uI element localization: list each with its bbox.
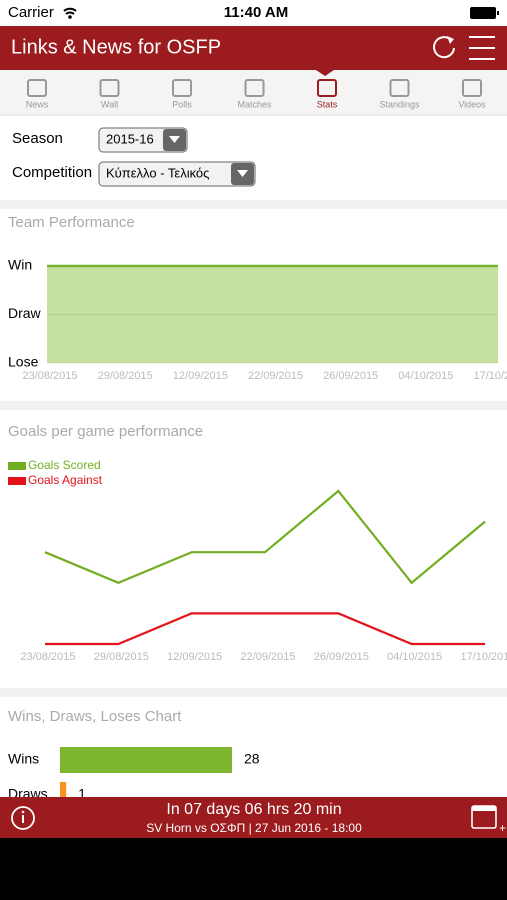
tab-label: Wall bbox=[101, 99, 118, 109]
tab-icon bbox=[244, 79, 265, 97]
x-tick-label: 04/10/2015 bbox=[387, 651, 442, 663]
x-tick-label: 26/09/2015 bbox=[323, 370, 378, 382]
section-separator bbox=[0, 200, 507, 209]
tab[interactable]: Stats bbox=[317, 79, 338, 109]
tab-icon bbox=[462, 79, 482, 97]
select-value: 2015-16 bbox=[106, 131, 154, 146]
y-tick-label: Lose bbox=[8, 354, 39, 370]
tab-icon bbox=[389, 79, 410, 97]
tab-label: Polls bbox=[172, 99, 192, 109]
menu-button[interactable] bbox=[469, 36, 495, 60]
refresh-icon bbox=[433, 36, 455, 59]
chart-title: Wins, Draws, Loses Chart bbox=[8, 708, 182, 725]
value-label: 1 bbox=[78, 786, 86, 802]
select-box bbox=[98, 161, 256, 187]
menu-line bbox=[469, 47, 495, 49]
x-tick-label: 12/09/2015 bbox=[167, 651, 222, 663]
refresh-arrow bbox=[447, 36, 454, 44]
x-tick-label: 22/09/2015 bbox=[248, 370, 303, 382]
y-tick-label: Wins bbox=[8, 751, 39, 767]
legend-label: Goals Against bbox=[28, 473, 103, 487]
header-title: Links & News for OSFP bbox=[11, 36, 221, 58]
tab-icon bbox=[27, 79, 47, 97]
x-tick-label: 23/08/2015 bbox=[20, 651, 75, 663]
clock: 11:40 AM bbox=[224, 4, 288, 21]
section-separator bbox=[0, 401, 507, 410]
next-match: SV Horn vs ΟΣΦΠ | 27 Jun 2016 - 18:00 bbox=[146, 821, 362, 835]
x-tick-label: 23/08/2015 bbox=[22, 370, 77, 382]
y-tick-label: Draw bbox=[8, 305, 42, 321]
legend-swatch bbox=[8, 477, 26, 485]
tab[interactable]: Matches bbox=[237, 79, 272, 109]
tab-label: Stats bbox=[317, 99, 338, 109]
calendar-top bbox=[472, 806, 496, 811]
tab-bar bbox=[0, 70, 507, 115]
x-tick-label: 04/10/2015 bbox=[398, 370, 453, 382]
menu-line bbox=[469, 58, 495, 60]
series-line bbox=[44, 489, 486, 585]
wifi-icon bbox=[63, 7, 77, 15]
calendar-plus: + bbox=[499, 821, 506, 835]
x-tick-label: 29/08/2015 bbox=[94, 651, 149, 663]
tab[interactable]: Videos bbox=[458, 79, 486, 109]
tab-icon bbox=[99, 79, 120, 97]
tab[interactable]: Standings bbox=[379, 79, 420, 109]
tab-label: News bbox=[26, 99, 49, 109]
footer-bar bbox=[0, 797, 507, 838]
battery bbox=[470, 7, 496, 19]
chart-title: Goals per game performance bbox=[8, 423, 203, 440]
tab[interactable]: Wall bbox=[99, 79, 120, 109]
tab-label: Matches bbox=[237, 99, 272, 109]
filter-label: Season bbox=[12, 130, 63, 147]
battery-tip bbox=[497, 11, 499, 15]
x-tick-label: 17/10/2015 bbox=[460, 651, 507, 663]
tab-label: Videos bbox=[458, 99, 486, 109]
header-bar bbox=[0, 26, 507, 70]
tab-icon bbox=[172, 79, 192, 97]
select-arrow bbox=[237, 170, 248, 177]
background bbox=[0, 0, 507, 838]
carrier: Carrier bbox=[8, 4, 54, 21]
calendar-button[interactable]: + bbox=[471, 805, 506, 835]
y-tick-label: Win bbox=[8, 257, 32, 273]
tab[interactable]: News bbox=[26, 79, 49, 109]
info-dot bbox=[21, 810, 25, 814]
x-tick-label: 29/08/2015 bbox=[98, 370, 153, 382]
refresh-button[interactable] bbox=[433, 36, 455, 59]
select-value: Κύπελλο - Τελικός bbox=[106, 165, 209, 180]
bar bbox=[60, 782, 67, 808]
x-tick-label: 12/09/2015 bbox=[173, 370, 228, 382]
legend-label: Goals Scored bbox=[28, 458, 101, 472]
value-label: 28 bbox=[244, 751, 260, 767]
x-tick-label: 22/09/2015 bbox=[240, 651, 295, 663]
area bbox=[47, 266, 498, 363]
bottom-black bbox=[0, 838, 507, 900]
wifi-dot bbox=[68, 15, 72, 19]
active-tab-pointer bbox=[316, 70, 334, 76]
season-select[interactable]: 2015-16 bbox=[98, 127, 188, 153]
filter-label: Competition bbox=[12, 164, 92, 181]
select-arrow bbox=[169, 136, 180, 143]
bar bbox=[60, 747, 232, 773]
info-icon bbox=[11, 806, 35, 830]
menu-line bbox=[469, 36, 495, 38]
legend-swatch bbox=[8, 462, 26, 470]
x-tick-label: 17/10/2015 bbox=[473, 370, 507, 382]
tab-label: Standings bbox=[379, 99, 420, 109]
section-separator bbox=[0, 688, 507, 697]
tab-icon bbox=[317, 79, 337, 97]
chart-title: Team Performance bbox=[8, 214, 135, 231]
series-line bbox=[45, 612, 485, 646]
info-stem bbox=[22, 815, 24, 823]
info-button[interactable] bbox=[11, 806, 35, 830]
x-tick-label: 26/09/2015 bbox=[314, 651, 369, 663]
competition-select[interactable]: Κύπελλο - Τελικός bbox=[98, 161, 256, 187]
countdown: In 07 days 06 hrs 20 min bbox=[166, 801, 341, 818]
tab[interactable]: Polls bbox=[172, 79, 192, 109]
